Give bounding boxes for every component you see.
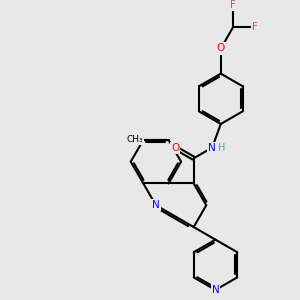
Text: F: F [252,22,258,32]
Text: O: O [171,142,179,153]
Text: N: N [208,142,216,153]
Text: H: H [218,142,225,153]
Text: N: N [212,285,219,295]
Text: O: O [217,44,225,53]
Text: CH₃: CH₃ [127,135,143,144]
Text: N: N [152,200,160,210]
Text: F: F [230,0,236,10]
